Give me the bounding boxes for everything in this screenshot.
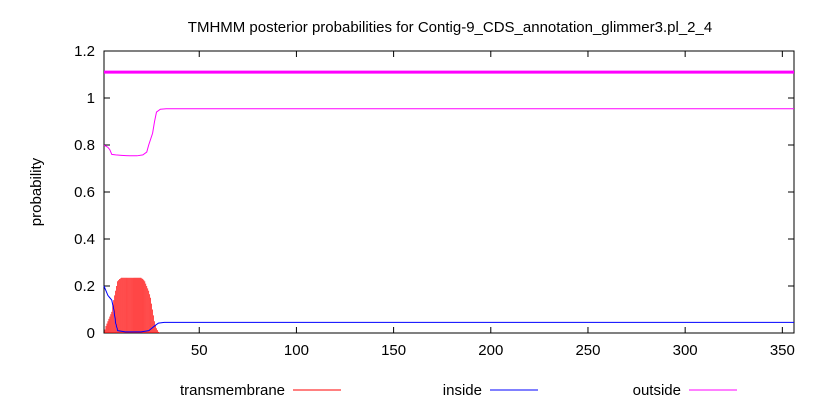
y-axis-label: probability: [28, 157, 45, 226]
y-tick-label: 0.8: [74, 137, 95, 154]
x-tick-label: 100: [284, 342, 309, 359]
x-tick-label: 250: [575, 342, 600, 359]
legend-label-outside: outside: [633, 382, 681, 399]
chart-title: TMHMM posterior probabilities for Contig…: [188, 19, 712, 36]
legend-label-transmembrane: transmembrane: [180, 382, 285, 399]
x-tick-label: 200: [478, 342, 503, 359]
x-tick-label: 50: [191, 342, 208, 359]
x-tick-label: 300: [673, 342, 698, 359]
y-tick-label: 1.2: [74, 43, 95, 60]
y-tick-label: 1: [87, 90, 95, 107]
axis-ticks: 0 0.2 0.4 0.6 0.8 1 1.2 50 100 150 200 250 300 350: [74, 43, 795, 359]
series-inside-line: [103, 285, 794, 333]
y-tick-label: 0.6: [74, 184, 95, 201]
x-tick-label: 150: [381, 342, 406, 359]
y-tick-label: 0.4: [74, 231, 95, 248]
plot-marks: [103, 70, 794, 333]
series-outside-line: [103, 108, 794, 157]
x-tick-label: 350: [770, 342, 795, 359]
plot-frame: [103, 50, 795, 334]
y-tick-label: 0.2: [74, 278, 95, 295]
series-transmembrane: [104, 277, 160, 333]
legend: transmembrane inside outside: [180, 382, 737, 399]
y-tick-label: 0: [87, 325, 95, 342]
legend-label-inside: inside: [443, 382, 482, 399]
